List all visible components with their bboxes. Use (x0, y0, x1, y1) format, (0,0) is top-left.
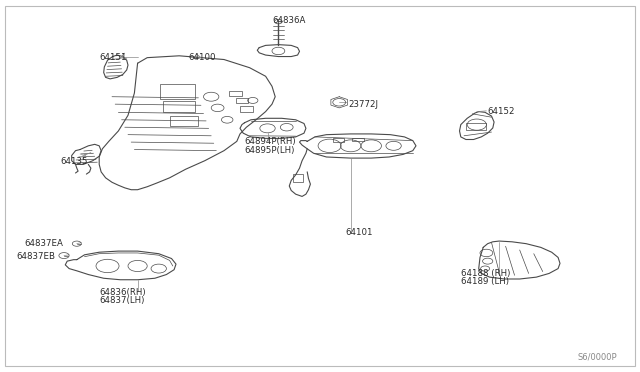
Text: 64100: 64100 (189, 53, 216, 62)
Text: 64837EA: 64837EA (24, 239, 63, 248)
Text: 64101: 64101 (346, 228, 373, 237)
Text: 64135: 64135 (61, 157, 88, 166)
Bar (293, 174, 303, 182)
Text: 64188 (RH): 64188 (RH) (461, 269, 510, 278)
Text: 64837EB: 64837EB (16, 252, 55, 261)
Bar (163, 101, 195, 112)
Text: S6/0000P: S6/0000P (578, 353, 618, 362)
Bar (170, 116, 198, 126)
Text: 64189 (LH): 64189 (LH) (461, 278, 509, 286)
Text: 64895P(LH): 64895P(LH) (244, 146, 295, 155)
Text: 64836(RH): 64836(RH) (99, 288, 146, 296)
Bar (333, 138, 344, 142)
Bar (236, 98, 248, 103)
Text: 23772J: 23772J (349, 100, 379, 109)
Bar (229, 91, 242, 96)
Bar (240, 106, 253, 112)
Text: 64151: 64151 (99, 53, 127, 62)
Bar (466, 123, 486, 130)
Text: 64894P(RH): 64894P(RH) (244, 137, 296, 146)
Text: 64837(LH): 64837(LH) (99, 296, 145, 305)
Bar (160, 84, 195, 99)
Text: 64152: 64152 (488, 107, 515, 116)
Bar (352, 138, 364, 141)
Text: 64836A: 64836A (272, 16, 305, 25)
